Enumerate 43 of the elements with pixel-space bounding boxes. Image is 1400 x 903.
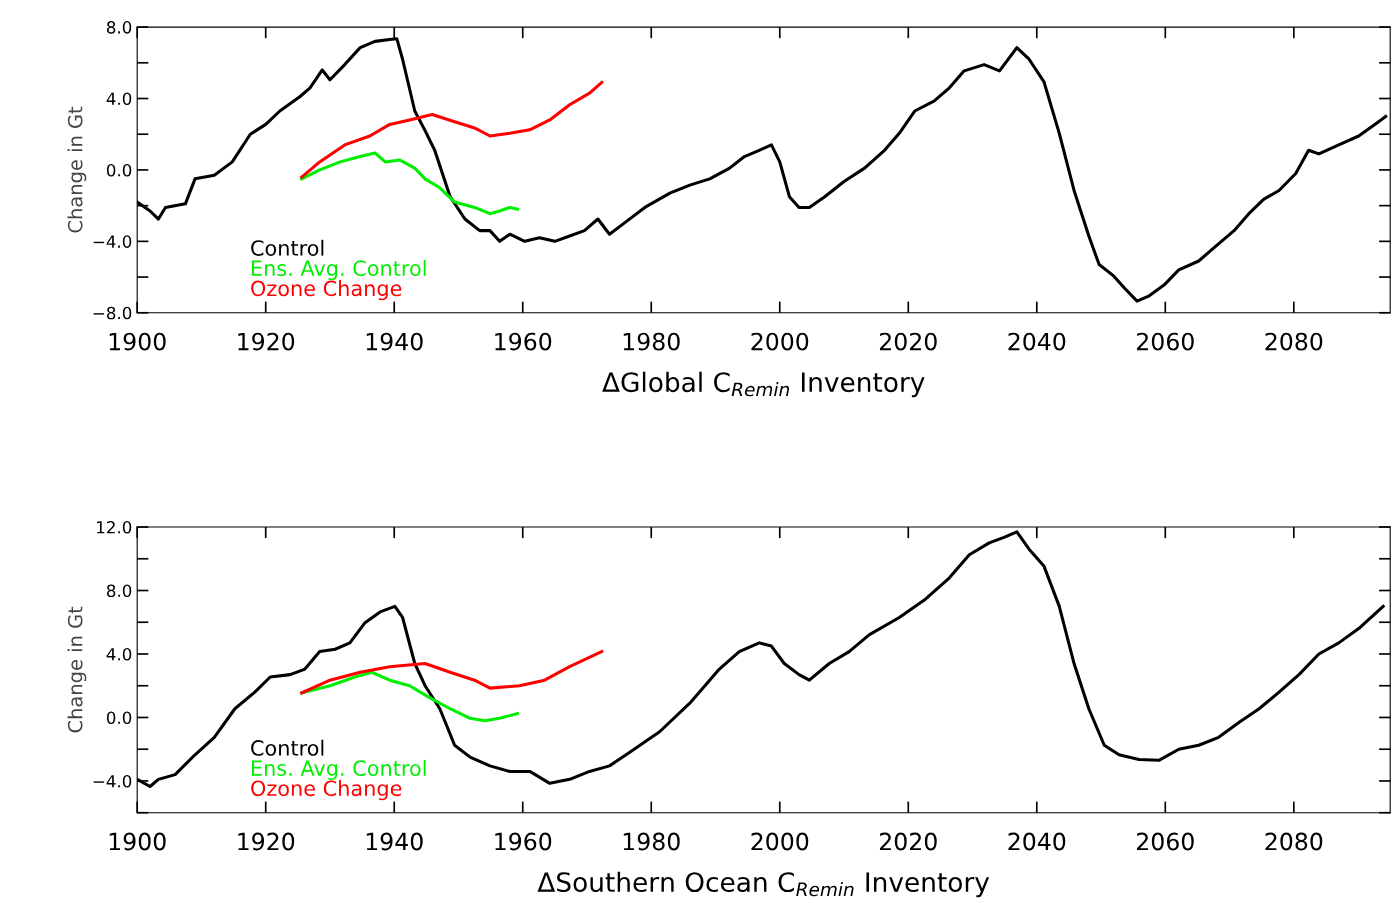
y-tick-label: −4.0 <box>93 774 132 788</box>
x-tick-label: 2020 <box>879 832 937 851</box>
line-series <box>300 650 604 695</box>
x-tick-label: 2000 <box>751 332 809 351</box>
x-tick-label: 2040 <box>1008 332 1066 351</box>
y-axis-title: Change in Gt <box>67 606 87 733</box>
x-tick-label: 1940 <box>366 332 423 351</box>
x-axis-title: ΔSouthern Ocean C$_{Remin}$ Inventory <box>537 871 990 898</box>
x-tick-label: 1920 <box>238 332 295 351</box>
y-tick-label: 12.0 <box>97 520 132 534</box>
x-tick-label: 1960 <box>495 332 552 351</box>
line-series <box>300 80 604 179</box>
y-tick-label: −4.0 <box>93 235 132 248</box>
x-tick-label: 2040 <box>1008 832 1066 851</box>
text: Ens. Avg. Control <box>251 759 426 781</box>
y-tick-label: 0.0 <box>106 711 132 725</box>
y-tick-label: 8.0 <box>106 21 132 34</box>
y-tick-label: −8.0 <box>93 306 132 320</box>
y-axis-title: Change in Gt <box>67 106 87 233</box>
line-series <box>300 151 520 216</box>
y-tick-label: 0.0 <box>106 163 132 177</box>
x-tick-label: 2080 <box>1265 332 1323 351</box>
x-tick-label: 2060 <box>1136 332 1194 351</box>
x-tick-label: 1900 <box>109 832 166 851</box>
y-tick-label: 8.0 <box>106 584 132 598</box>
text: Ens. Avg. Control <box>251 259 426 281</box>
text: Control <box>251 239 324 256</box>
y-tick-label: 4.0 <box>106 92 132 106</box>
x-tick-label: 1960 <box>495 832 552 851</box>
x-axis-title: ΔGlobal C$_{Remin}$ Inventory <box>602 371 925 398</box>
series-label: Control <box>251 739 324 756</box>
x-tick-label: 1980 <box>623 832 680 851</box>
y-tick-label: 4.0 <box>106 647 132 661</box>
x-tick-label: 2000 <box>751 832 809 851</box>
x-tick-label: 1920 <box>238 832 295 851</box>
x-tick-label: 1940 <box>366 832 423 851</box>
x-tick-label: 2020 <box>879 332 937 351</box>
text: Ozone Change <box>251 780 402 801</box>
x-tick-label: 1900 <box>109 332 166 351</box>
x-tick-label: 2080 <box>1265 832 1323 851</box>
x-tick-label: 2060 <box>1136 832 1194 851</box>
x-tick-label: 1980 <box>623 332 680 351</box>
text: Ozone Change <box>251 280 402 301</box>
